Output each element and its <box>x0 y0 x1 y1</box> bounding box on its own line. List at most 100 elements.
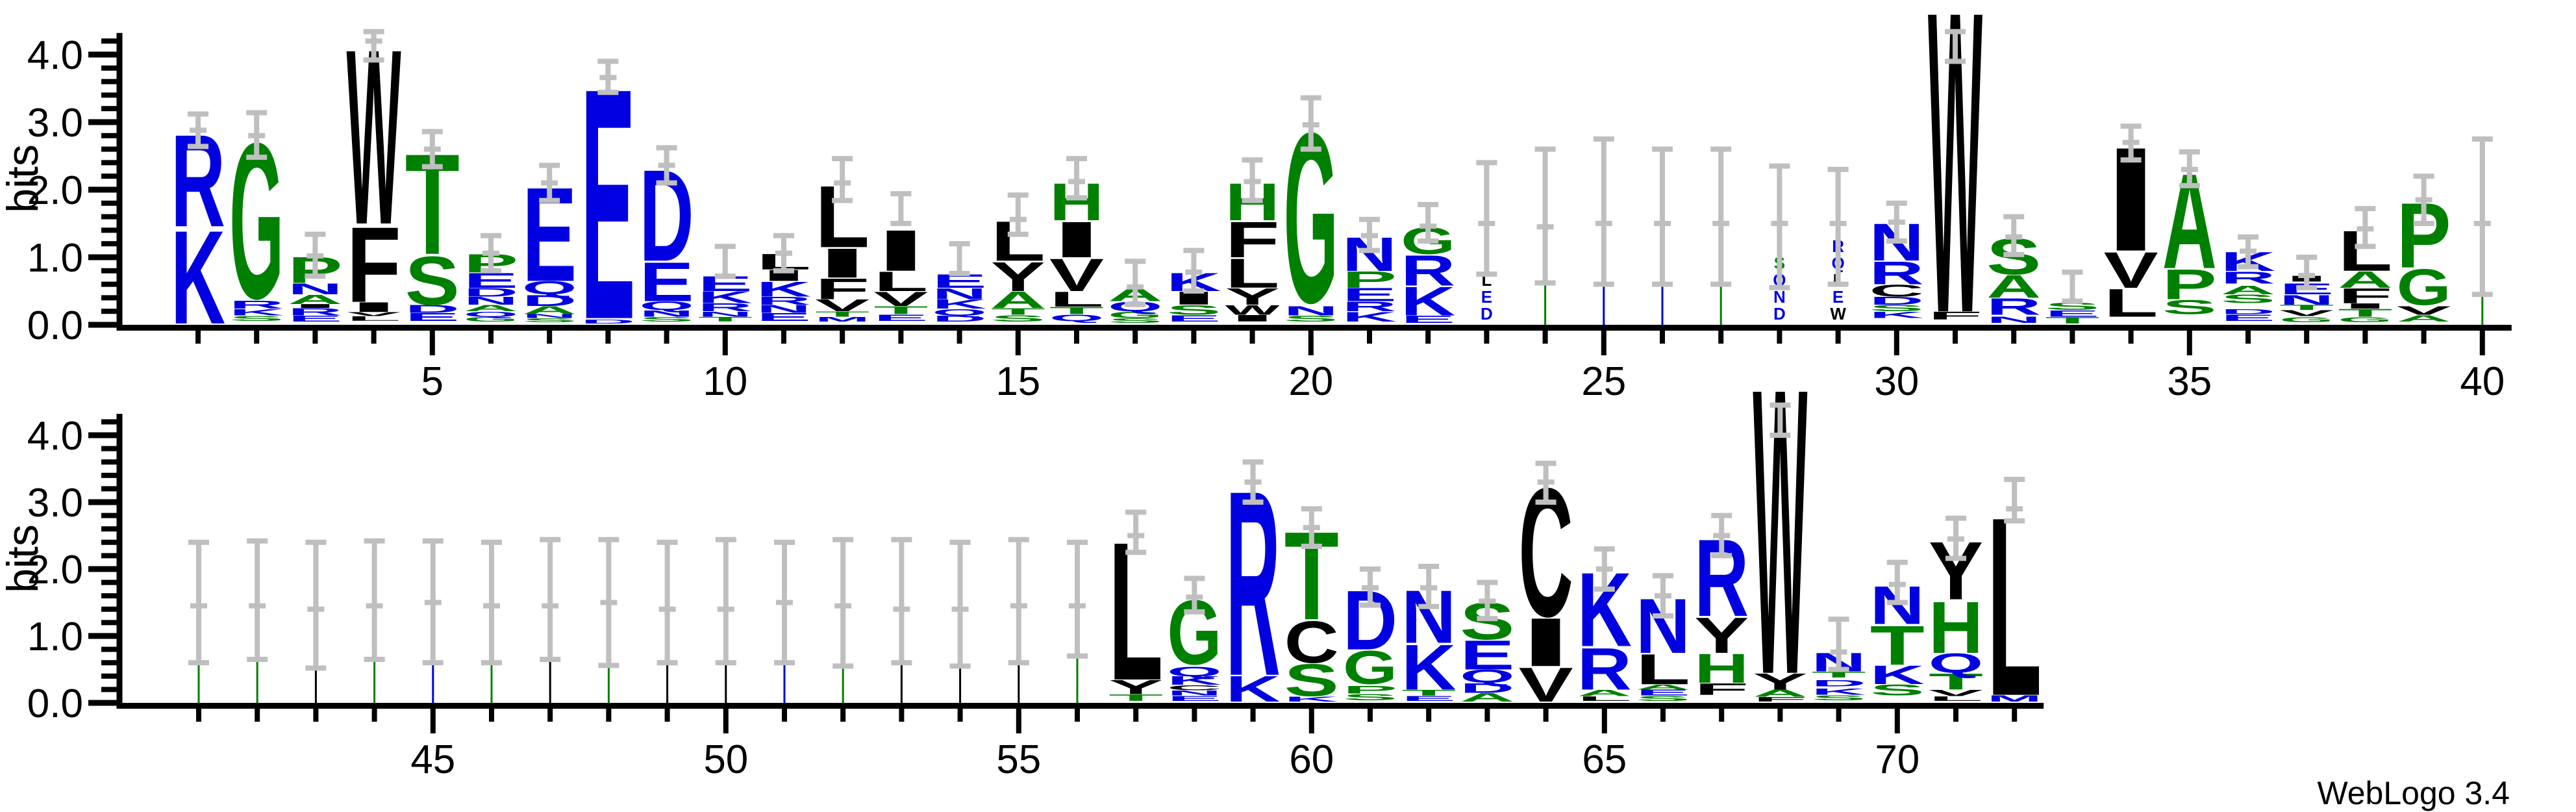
error-bar-stem <box>722 246 728 277</box>
error-bar-cap-mid <box>482 250 499 256</box>
error-bar-cap-top <box>188 111 208 117</box>
axes-row-2: 0.0 1.0 2.0 3.0 4.0 bits 45 50 55 60 65 70 <box>0 414 2044 782</box>
error-bar-stem <box>1953 31 1958 62</box>
x-major-tick <box>1308 709 1314 733</box>
error-bar-stem <box>1075 542 1080 656</box>
error-bar-pos-5 <box>421 129 443 170</box>
y-tick-label: 1.0 <box>27 236 83 281</box>
x-minor-tick <box>957 331 962 344</box>
error-bar-cap-bottom <box>1360 602 1381 608</box>
logo-letter-G-pos-17: G <box>1108 310 1162 320</box>
error-bar-pos-54 <box>949 539 971 669</box>
logo-letter-V-pos-71: V <box>1929 688 1984 698</box>
error-bar-cap-top <box>1945 515 1966 521</box>
error-bar-cap-mid <box>1830 649 1847 655</box>
error-bar-stem <box>1836 619 1842 670</box>
logo-letter-S-pos-69: S <box>1812 694 1866 702</box>
logo-letter-S-pos-20: S <box>1284 314 1338 323</box>
error-bar-cap-top <box>1300 95 1321 101</box>
y-tick-label: 3.0 <box>27 101 83 146</box>
error-bar-cap-top <box>773 233 794 238</box>
logo-letter-T-pos-38: T <box>2338 307 2392 319</box>
error-bar-cap-bottom <box>1769 285 1790 290</box>
error-bar-cap-top <box>2062 269 2083 275</box>
stack-pos-28: DNQS <box>1773 253 1786 324</box>
error-bar-stem <box>957 542 963 666</box>
error-bar-cap-mid <box>1303 525 1320 531</box>
x-minor-tick <box>898 331 904 344</box>
logo-letter-E-pos-11: E <box>757 311 811 324</box>
error-bar-cap-bottom <box>188 144 208 149</box>
error-bar-cap-mid <box>893 606 910 612</box>
error-bar-stem <box>723 539 729 663</box>
y-minor-tick <box>101 539 119 545</box>
y-minor-tick <box>101 472 119 478</box>
y-minor-tick <box>101 593 119 599</box>
logo-letter-T-pos-57: T <box>1108 692 1163 703</box>
logo-letter-D-pos-5: D <box>405 303 460 315</box>
micro-letter-D-pos-23: D <box>1481 304 1493 324</box>
y-minor-tick <box>101 200 119 206</box>
error-bar-cap-bottom <box>1476 272 1497 277</box>
x-tick-label: 20 <box>1288 359 1333 404</box>
x-minor-tick <box>664 709 670 722</box>
error-bar-cap-top <box>481 539 502 545</box>
logo-letter-N-pos-11: N <box>757 303 811 315</box>
error-bar-cap-top <box>714 244 736 249</box>
error-bar-cap-top <box>363 29 384 34</box>
error-bar-stem <box>196 542 201 663</box>
logo-letter-F-pos-4: F <box>347 205 401 325</box>
error-bar-stem <box>547 539 553 660</box>
y-minor-tick <box>101 660 119 666</box>
error-bar-stem <box>1777 405 1783 435</box>
error-bar-pos-37 <box>2296 255 2318 290</box>
error-bar-cap-mid <box>306 253 324 259</box>
logo-letter-A-pos-32: A <box>1986 268 2041 305</box>
error-bar-cap-top <box>1360 566 1381 572</box>
error-bar-cap-bottom <box>481 268 501 273</box>
logo-letter-V-pos-39: V <box>2397 304 2451 318</box>
x-minor-tick <box>1192 709 1197 722</box>
error-bar-stem <box>1835 169 1841 285</box>
logo-letter-M-pos-72: M <box>1987 693 2042 704</box>
error-bar-cap-top <box>2238 234 2258 240</box>
error-bar-pos-42 <box>247 538 268 663</box>
logo-letter-D-pos-7: D <box>522 292 577 309</box>
error-bar-cap-top <box>949 241 970 247</box>
error-bar-cap-top <box>2471 136 2493 142</box>
error-bar-pos-19 <box>1242 157 1263 203</box>
error-bar-pos-47 <box>540 537 561 663</box>
error-bar-cap-top <box>2179 149 2200 155</box>
logo-letter-N-pos-20: N <box>1284 304 1338 318</box>
logo-letter-D-pos-63: D <box>1460 681 1514 696</box>
error-bar-stem <box>898 194 904 223</box>
y-minor-tick <box>101 92 119 98</box>
error-bar-pos-15 <box>1007 192 1029 237</box>
x-minor-tick <box>1543 709 1549 722</box>
logo-letter-S-pos-7: S <box>522 317 577 324</box>
y-major-tick <box>88 432 119 438</box>
logo-letter-N-pos-37: N <box>2279 292 2334 308</box>
error-bar-cap-mid <box>1302 122 1319 128</box>
error-bar-cap-top <box>598 537 619 542</box>
logo-letter-T-pos-62: T <box>1401 688 1456 697</box>
error-bar-cap-mid <box>1009 216 1027 222</box>
y-minor-tick <box>101 295 119 301</box>
x-minor-tick <box>1484 331 1490 344</box>
logo-letter-Q-pos-58: Q <box>1167 664 1221 679</box>
logo-letter-R-pos-32: R <box>1986 294 2041 320</box>
logo-letter-E-pos-3: E <box>288 314 342 323</box>
logo-letter-V-pos-4: V <box>347 311 401 318</box>
error-bar-cap-bottom <box>540 657 561 663</box>
x-axis-line <box>116 325 2512 331</box>
x-minor-tick <box>1133 709 1139 722</box>
y-minor-tick <box>101 526 119 532</box>
error-bar-cap-mid <box>190 127 206 133</box>
x-minor-tick <box>2012 709 2018 722</box>
y-major-tick <box>88 51 119 58</box>
x-minor-tick <box>1953 331 1958 344</box>
